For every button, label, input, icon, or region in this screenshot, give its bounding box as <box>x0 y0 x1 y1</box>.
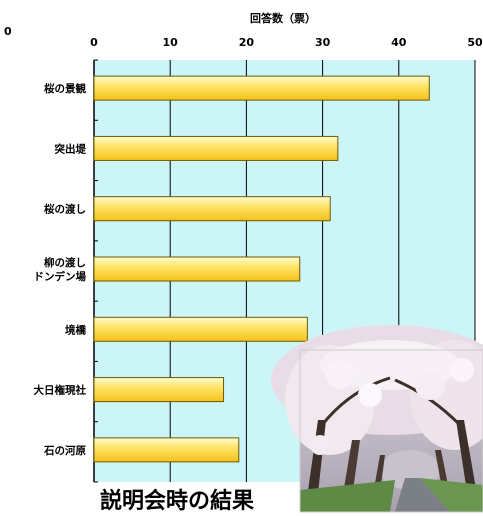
category-label: 桜の景観 <box>44 82 86 95</box>
x-tick-label: 10 <box>163 36 179 49</box>
x-axis-title: 回答数（票） <box>250 11 316 25</box>
bar <box>93 196 331 222</box>
bar <box>93 135 339 161</box>
bar <box>93 75 430 101</box>
x-tick-label: 20 <box>239 36 255 49</box>
bar <box>93 256 301 282</box>
bars <box>93 75 430 463</box>
category-label: 境橋 <box>65 323 86 336</box>
cherry-blossom-tunnel-photo <box>271 325 483 513</box>
x-tick-label: 50 <box>467 36 483 49</box>
chart-caption: 説明会時の結果 <box>100 488 254 514</box>
bar <box>93 437 240 463</box>
category-label: ドンデン場 <box>34 270 87 283</box>
bar <box>93 316 308 342</box>
bar <box>93 377 225 403</box>
corner-fragment: 0 <box>4 25 12 38</box>
category-label: 突出堤 <box>55 142 87 155</box>
x-tick-label: 0 <box>90 36 98 49</box>
category-label: 石の河原 <box>43 445 86 457</box>
category-label: 桜の渡し <box>44 203 86 216</box>
category-label: 大日権現社 <box>34 384 87 397</box>
x-tick-labels: 0 10 20 30 40 50 <box>90 36 483 49</box>
x-tick-label: 30 <box>315 36 331 49</box>
x-tick-label: 40 <box>391 36 407 49</box>
category-label: 柳の渡し <box>44 256 86 269</box>
